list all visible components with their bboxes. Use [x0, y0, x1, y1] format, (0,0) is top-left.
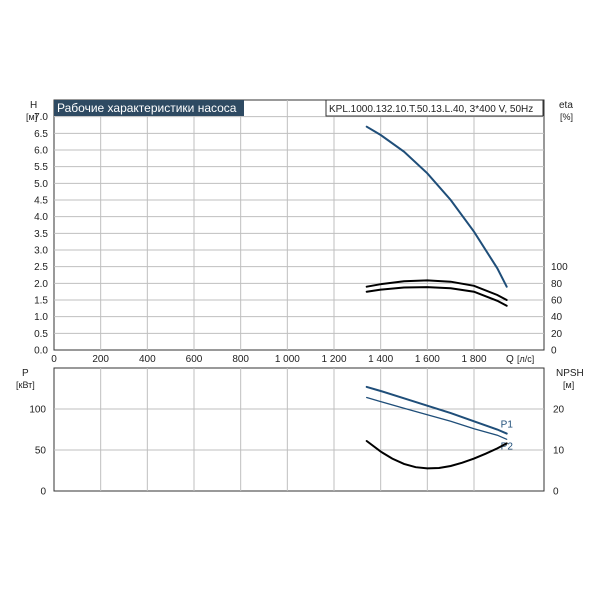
- h-tick-label: 4.0: [34, 212, 48, 223]
- x-tick-label: 1 400: [368, 354, 393, 365]
- p-axis-unit: [кВт]: [16, 380, 35, 390]
- h-tick-label: 6.0: [34, 146, 48, 157]
- h-axis-unit: [м]: [26, 112, 37, 122]
- h-tick-label: 3.0: [34, 246, 48, 257]
- eta-tick-label: 40: [551, 312, 563, 323]
- npsh-tick-label: 10: [553, 446, 565, 457]
- top-plot-area: [53, 99, 545, 351]
- power-curve-p2: [366, 396, 508, 440]
- chart-title: Рабочие характеристики насоса: [57, 101, 237, 115]
- q-axis-label: Q: [506, 354, 514, 365]
- x-tick-label: 1 800: [461, 354, 486, 365]
- chart-subtitle: KPL.1000.132.10.T.50.13.L.40, 3*400 V, 5…: [329, 104, 533, 115]
- x-tick-label: 1 000: [275, 354, 300, 365]
- h-tick-label: 5.5: [34, 162, 48, 173]
- npsh-axis-label: NPSH: [556, 368, 584, 379]
- h-tick-label: 7.0: [34, 112, 48, 123]
- bottom-grid: [54, 368, 544, 491]
- x-tick-label: 1 200: [321, 354, 346, 365]
- efficiency-curve-2: [365, 286, 508, 307]
- series-label-p1: P1: [501, 420, 514, 431]
- h-tick-label: 2.5: [34, 262, 48, 273]
- bottom-series: P1 P2: [365, 385, 514, 470]
- q-axis-unit: [л/с]: [517, 354, 534, 364]
- h-tick-label: 2.0: [34, 279, 48, 290]
- x-tick-label: 800: [232, 354, 249, 365]
- npsh-tick-label: 20: [553, 405, 565, 416]
- eta-tick-label: 20: [551, 329, 563, 340]
- tick-labels: 0 200 400 600 800 1 000 1 200 1 400 1 600 1 8000.…: [29, 112, 568, 497]
- h-tick-label: 3.5: [34, 229, 48, 240]
- power-curve-p1: [365, 385, 508, 435]
- x-tick-label: 400: [139, 354, 156, 365]
- chart-title-box: [54, 100, 244, 116]
- efficiency-curve-1: [365, 279, 508, 301]
- eta-axis-unit: [%]: [560, 112, 573, 122]
- npsh-axis-unit: [м]: [563, 380, 574, 390]
- x-tick-label: 600: [186, 354, 203, 365]
- eta-axis-label: eta: [559, 100, 573, 111]
- h-tick-label: 1.0: [34, 312, 48, 323]
- npsh-curve: [365, 440, 508, 470]
- x-tick-label: 0: [51, 354, 57, 365]
- p-tick-label: 0: [40, 487, 46, 498]
- p-tick-label: 100: [29, 405, 46, 416]
- eta-tick-label: 80: [551, 279, 563, 290]
- npsh-tick-label: 0: [553, 487, 559, 498]
- h-tick-label: 6.5: [34, 129, 48, 140]
- h-tick-label: 1.5: [34, 296, 48, 307]
- h-tick-label: 0.0: [34, 346, 48, 357]
- eta-tick-label: 0: [551, 346, 557, 357]
- bottom-plot-area: [53, 367, 545, 492]
- series-label-p2: P2: [501, 441, 514, 452]
- h-tick-label: 5.0: [34, 179, 48, 190]
- x-tick-label: 1 600: [415, 354, 440, 365]
- h-tick-label: 0.5: [34, 329, 48, 340]
- x-tick-label: 200: [92, 354, 109, 365]
- p-axis-label: P: [22, 368, 29, 379]
- chart-subtitle-box: [325, 99, 544, 117]
- h-axis-label: H: [30, 100, 37, 111]
- top-grid: [54, 100, 544, 350]
- eta-tick-label: 100: [551, 262, 568, 273]
- eta-tick-label: 60: [551, 296, 563, 307]
- top-series: [365, 125, 508, 307]
- p-tick-label: 50: [35, 446, 47, 457]
- h-tick-label: 4.5: [34, 196, 48, 207]
- head-curve: [365, 125, 508, 288]
